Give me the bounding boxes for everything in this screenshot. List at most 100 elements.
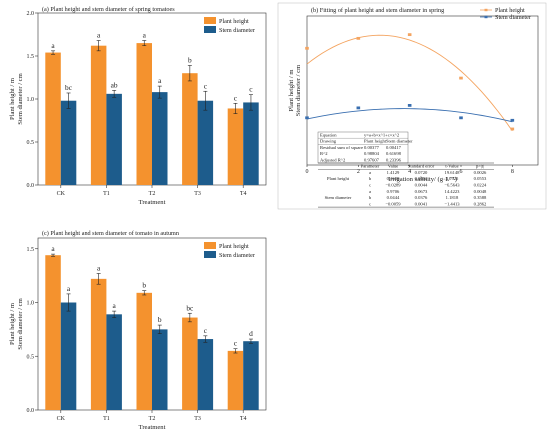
param-table-cell: −0.0059 [385,201,401,206]
bar-plant-height [182,73,198,185]
data-point [459,116,463,120]
y-axis-label: Plant height / m [288,69,295,112]
bar-stem-diameter [243,102,259,185]
x-tick-label: 2 [357,169,360,175]
param-table-cell: a [369,170,371,175]
param-table-cell: Stem diameter [325,195,352,200]
bar-plant-height [136,292,152,410]
fit-table-cell: 0.00417 [386,145,402,150]
param-table-cell: 0.0224 [474,183,487,188]
fit-table-cell: 0.23396 [386,157,402,162]
legend-marker [484,8,488,12]
y-tick-label: 2.0 [27,11,35,17]
param-table-header: Parameter [361,164,380,169]
chart-title: (a) Plant height and stem diameter of sp… [42,6,175,13]
data-point [510,127,515,131]
x-tick-label: T3 [194,191,201,197]
data-point [510,118,515,122]
x-axis-label: Irrigation salinity/ (g·L⁻¹) [388,176,457,183]
fit-table-cell: 0.00377 [364,145,380,150]
x-tick-label: T4 [240,416,247,422]
legend-label: Plant height [219,243,249,250]
y-axis-label: Plant height / m [9,302,16,345]
data-point [305,116,309,120]
param-table-cell: 0.0044 [415,183,428,188]
x-tick-label: 4 [408,169,411,175]
x-tick-label: T2 [149,191,156,197]
x-axis-label: Treatment [139,199,166,206]
bar-stem-diameter [152,92,168,185]
fit-table-cell: R^2 [320,151,328,156]
bar-stem-diameter [106,93,122,185]
bar-plant-height [227,108,244,185]
significance-label: c [204,326,208,335]
legend-swatch [204,17,216,24]
legend-swatch [204,26,216,33]
legend-label: Stem diameter [495,14,531,21]
bar-stem-diameter [197,339,214,410]
param-table-cell: 14.4223 [445,189,461,194]
param-table-cell: a [369,189,371,194]
chart-title: (b) Fitting of plant height and stem dia… [311,7,444,14]
y-tick-label: 1.0 [27,301,35,307]
y-axis-label: Stem diameter / cm [17,72,24,124]
fit-table-cell: Residual sum of square [320,145,363,150]
significance-label: a [158,76,162,85]
y-tick-label: 0.0 [27,183,35,189]
param-table-cell: 1.4129 [387,170,400,175]
fit-table-header: Drawing [320,139,337,144]
param-table-cell: 0.0720 [415,170,428,175]
param-table-header: Value [388,164,398,169]
bar-stem-diameter [60,302,77,410]
significance-label: c [234,339,238,348]
bar-plant-height [90,45,107,186]
legend-swatch [204,251,216,258]
bar-plant-height [45,52,61,186]
significance-label: c [204,81,208,90]
x-axis-label: Treatment [139,424,166,431]
significance-label: d [249,329,253,338]
significance-label: a [51,41,55,50]
bar-stem-diameter [197,100,214,185]
bar-stem-diameter [152,329,168,410]
y-tick-label: 1.5 [27,54,35,60]
y-tick-label: 0.0 [27,408,35,414]
fit-curve [306,108,513,123]
data-point [407,33,412,37]
x-tick-label: 6 [460,169,463,175]
param-table-cell: c [369,183,371,188]
x-tick-label: 0 [306,169,309,175]
significance-label: ab [111,80,118,89]
fit-table-cell: 0.97607 [364,157,380,162]
fit-table-header: Plant height [364,139,387,144]
legend-label: Plant height [495,7,525,14]
x-tick-label: CK [57,416,66,422]
bar-plant-height [182,317,198,410]
bar-stem-diameter [60,100,77,185]
significance-label: a [97,263,101,272]
y-axis-label: Plant height / m [9,77,16,120]
bar-plant-height [136,43,152,185]
significance-label: c [234,93,238,102]
significance-label: a [51,244,55,253]
significance-label: a [67,284,71,293]
fit-table-equation-label: Equation [320,133,337,138]
fit-curve [306,34,513,132]
significance-label: b [158,315,162,324]
significance-label: c [249,85,253,94]
y-tick-label: 0.5 [27,140,35,146]
param-table-cell: b [369,176,372,181]
fit-table-header: Stem diameter [386,139,413,144]
param-table-cell: −1.4413 [444,201,460,206]
param-table-cell: c [369,201,371,206]
plot-frame [306,15,539,166]
param-table-cell: 0.0376 [415,195,428,200]
legend-swatch [204,242,216,249]
param-table-cell: 0.0402 [415,176,428,181]
x-tick-label: T4 [240,191,247,197]
legend-marker [484,15,488,19]
param-table-cell: 0.0026 [474,170,487,175]
param-table-cell: 19.6148 [445,170,461,175]
bar-stem-diameter [106,314,122,410]
